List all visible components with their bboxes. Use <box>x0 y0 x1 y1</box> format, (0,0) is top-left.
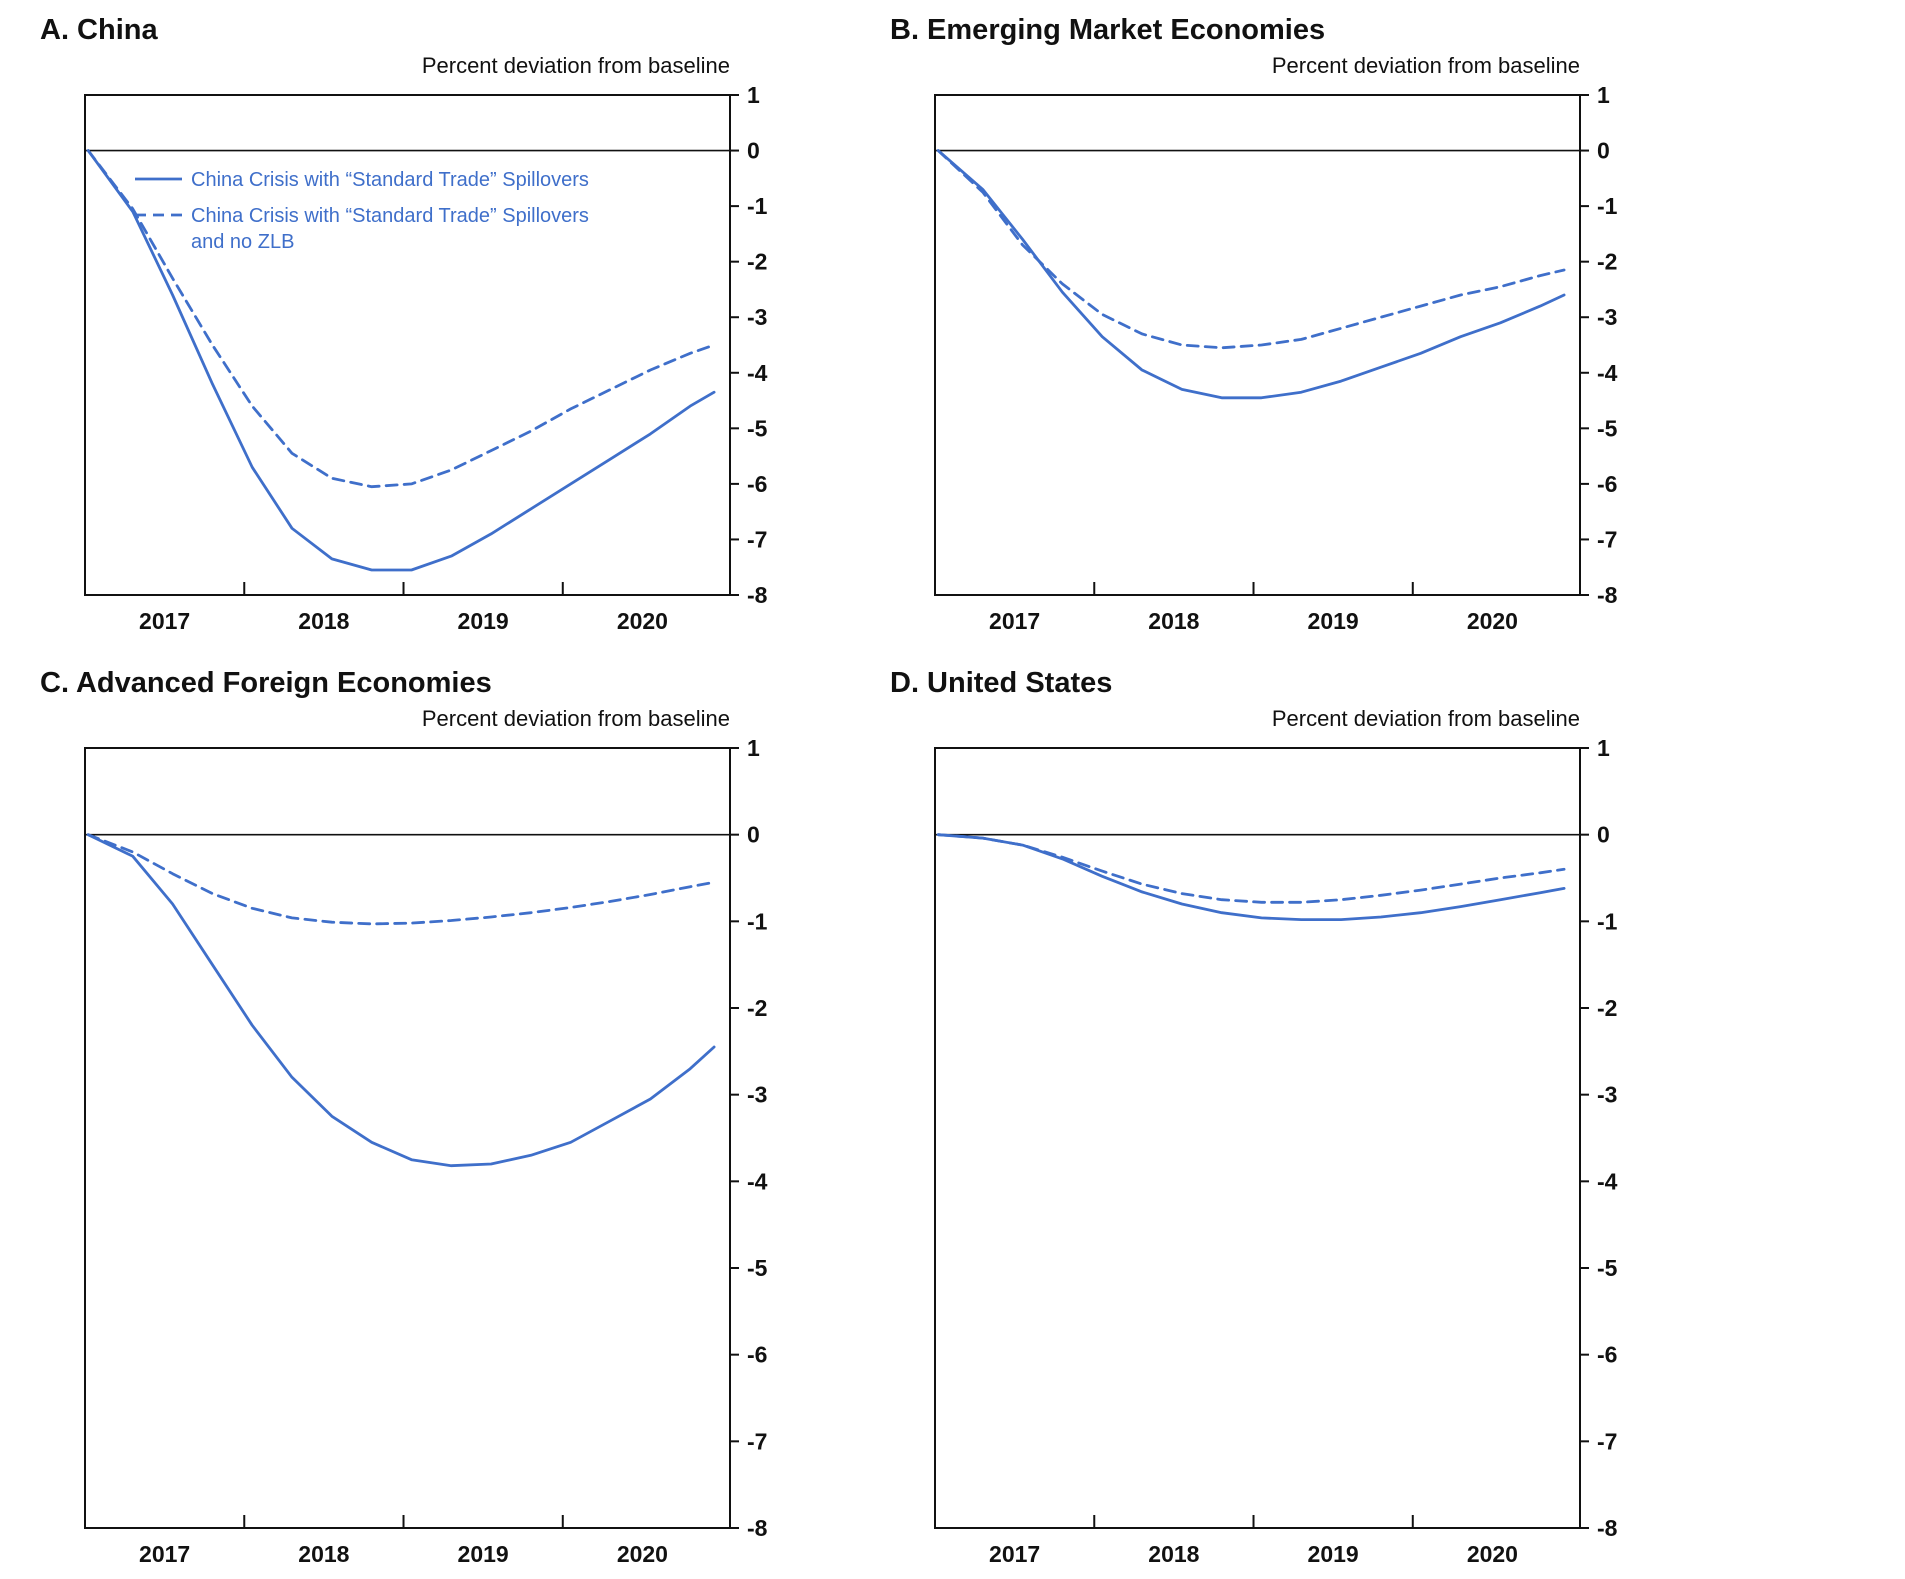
series-dashed <box>936 149 1566 350</box>
series-solid <box>86 833 716 1168</box>
y-tick-label: -7 <box>747 1428 767 1454</box>
chart-emerging-markets: 1 0 -1 -2 -3 -4 -5 -6 -7 -8 2017 2018 2019 2020 <box>934 82 1618 634</box>
series-dashed <box>936 833 1566 904</box>
legend-label: and no ZLB <box>191 231 294 253</box>
y-tick-label: -4 <box>747 360 768 386</box>
y-tick-label: -1 <box>747 193 768 219</box>
panel-title-united-states: D. United States <box>890 667 1113 699</box>
x-tick-label: 2019 <box>1308 1541 1359 1567</box>
y-tick-label: -2 <box>747 995 767 1021</box>
y-tick-label: -2 <box>1597 995 1617 1021</box>
x-tick-label: 2019 <box>458 608 509 634</box>
chart-united-states: 1 0 -1 -2 -3 -4 -5 -6 -7 -8 2017 2018 2019 2020 <box>934 735 1618 1567</box>
y-axis-unit-label-china: Percent deviation from baseline <box>421 53 730 78</box>
x-tick-label: 2017 <box>989 1541 1040 1567</box>
x-tick-label: 2018 <box>298 1541 349 1567</box>
plot-frame <box>934 747 1581 1529</box>
y-tick-label: -7 <box>1597 526 1617 552</box>
x-tick-label: 2017 <box>139 608 190 634</box>
panel-china: A. China Percent deviation from baseline… <box>0 8 850 643</box>
plot-frame <box>84 747 731 1529</box>
series-solid <box>936 149 1566 400</box>
y-tick-label: -5 <box>747 415 768 441</box>
y-tick-label: -2 <box>1597 249 1617 275</box>
y-tick-label: -3 <box>747 1082 767 1108</box>
y-tick-label: -4 <box>1597 360 1618 386</box>
y-axis-unit-label-united-states: Percent deviation from baseline <box>1271 706 1580 731</box>
x-tick-label: 2018 <box>298 608 349 634</box>
y-tick-label: -6 <box>1597 1342 1617 1368</box>
y-tick-label: 0 <box>747 138 760 164</box>
y-tick-label: -7 <box>1597 1428 1617 1454</box>
chart-advanced-foreign: 1 0 -1 -2 -3 -4 -5 -6 -7 -8 2017 2018 2019 2020 <box>84 735 768 1567</box>
plot-frame <box>84 94 731 596</box>
y-tick-label: 1 <box>1597 735 1610 761</box>
y-axis-unit-label-emerging-markets: Percent deviation from baseline <box>1271 53 1580 78</box>
y-tick-label: 1 <box>1597 82 1610 108</box>
y-tick-label: -5 <box>747 1255 768 1281</box>
legend-label: China Crisis with “Standard Trade” Spill… <box>191 169 589 191</box>
panel-emerging-markets: B. Emerging Market Economies Percent dev… <box>850 8 1905 643</box>
y-tick-label: -7 <box>747 526 767 552</box>
y-tick-label: -3 <box>1597 304 1617 330</box>
y-tick-label: -4 <box>1597 1168 1618 1194</box>
x-tick-label: 2020 <box>617 608 668 634</box>
y-tick-label: -4 <box>747 1168 768 1194</box>
x-tick-label: 2018 <box>1148 608 1199 634</box>
panel-title-china: A. China <box>40 14 158 46</box>
y-tick-label: -3 <box>1597 1082 1617 1108</box>
y-tick-label: -2 <box>747 249 767 275</box>
y-tick-label: -5 <box>1597 415 1618 441</box>
y-tick-label: -5 <box>1597 1255 1618 1281</box>
y-tick-label: 1 <box>747 735 760 761</box>
y-tick-label: -6 <box>747 1342 767 1368</box>
y-tick-label: -8 <box>1597 1515 1618 1541</box>
y-tick-label: -1 <box>1597 193 1618 219</box>
y-tick-label: 0 <box>1597 138 1610 164</box>
y-tick-label: -8 <box>747 582 768 608</box>
series-solid <box>86 149 716 572</box>
y-axis-unit-label-advanced-foreign: Percent deviation from baseline <box>421 706 730 731</box>
y-tick-label: -3 <box>747 304 767 330</box>
x-tick-label: 2019 <box>1308 608 1359 634</box>
x-tick-label: 2017 <box>139 1541 190 1567</box>
series-dashed <box>86 833 716 926</box>
x-tick-label: 2017 <box>989 608 1040 634</box>
y-tick-label: -6 <box>1597 471 1617 497</box>
y-tick-label: 0 <box>747 822 760 848</box>
y-tick-label: -1 <box>1597 908 1618 934</box>
y-tick-label: -8 <box>747 1515 768 1541</box>
x-tick-label: 2018 <box>1148 1541 1199 1567</box>
chart-china: 1 0 -1 -2 -3 -4 -5 -6 -7 -8 2017 2018 2019 2020 China … <box>84 82 768 634</box>
y-tick-label: 1 <box>747 82 760 108</box>
y-tick-label: 0 <box>1597 822 1610 848</box>
series-dashed <box>86 149 716 489</box>
y-tick-label: -6 <box>747 471 767 497</box>
panel-advanced-foreign: C. Advanced Foreign Economies Percent de… <box>0 661 850 1576</box>
panel-united-states: D. United States Percent deviation from … <box>850 661 1905 1576</box>
plot-frame <box>934 94 1581 596</box>
x-tick-label: 2020 <box>1467 608 1518 634</box>
y-tick-label: -8 <box>1597 582 1618 608</box>
x-tick-label: 2020 <box>1467 1541 1518 1567</box>
x-tick-label: 2019 <box>458 1541 509 1567</box>
panel-title-emerging-markets: B. Emerging Market Economies <box>890 14 1326 46</box>
panel-title-advanced-foreign: C. Advanced Foreign Economies <box>40 667 492 699</box>
legend-label: China Crisis with “Standard Trade” Spill… <box>191 205 589 227</box>
x-tick-label: 2020 <box>617 1541 668 1567</box>
y-tick-label: -1 <box>747 908 768 934</box>
